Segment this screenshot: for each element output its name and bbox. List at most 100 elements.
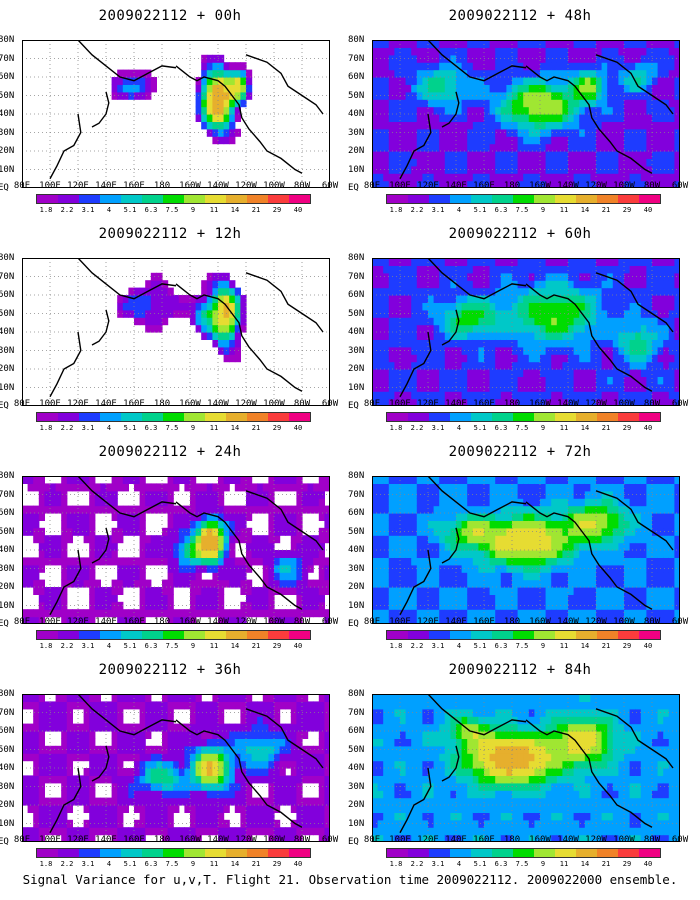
field-cell (590, 165, 597, 174)
field-cell (489, 121, 496, 130)
field-cell (318, 498, 325, 507)
field-cell (206, 520, 213, 529)
field-cell (428, 91, 435, 100)
colorbar-swatch (79, 195, 100, 203)
field-cell (184, 572, 191, 581)
lon-label: 140W (557, 399, 579, 409)
field-cell (38, 731, 45, 739)
field-cell (506, 136, 513, 145)
field-cell (212, 287, 219, 296)
field-cell (190, 579, 197, 588)
field-cell (545, 616, 552, 624)
colorbar-label: 29 (272, 642, 282, 650)
field-cell (612, 258, 619, 266)
field-cell (318, 535, 325, 544)
field-cell (400, 258, 407, 266)
field-cell (484, 376, 491, 385)
field-cell (66, 527, 73, 536)
field-cell (523, 398, 530, 406)
field-cell (433, 99, 440, 108)
field-cell (607, 173, 614, 182)
field-cell (579, 383, 586, 392)
field-cell (512, 513, 519, 521)
field-cell (257, 490, 264, 499)
field-cell (640, 550, 647, 558)
field-cell (428, 601, 435, 610)
field-cell (106, 490, 113, 499)
field-cell (545, 579, 552, 588)
field-cell (416, 114, 423, 122)
field-cell (173, 550, 180, 558)
field-cell (618, 542, 625, 551)
field-cell (433, 47, 440, 56)
field-cell (512, 376, 519, 385)
field-cell (652, 47, 659, 56)
field-cell (38, 797, 45, 806)
field-cell (551, 594, 558, 603)
field-cell (579, 369, 586, 377)
field-cell (433, 339, 440, 348)
field-cell (134, 317, 141, 326)
field-cell (83, 535, 90, 544)
field-cell (657, 136, 664, 145)
field-cell (422, 579, 429, 588)
field-cell (523, 513, 530, 521)
field-cell (461, 542, 468, 551)
field-cell (173, 564, 180, 573)
field-cell (484, 258, 491, 266)
field-cell (489, 520, 496, 529)
field-cell (674, 579, 680, 588)
lat-label: 20N (348, 146, 365, 156)
field-cell (512, 490, 519, 499)
field-cell (377, 339, 384, 348)
field-cell (416, 339, 423, 348)
field-cell (246, 69, 253, 78)
lon-label: 120W (585, 399, 607, 409)
field-cell (184, 513, 191, 521)
field-cell (50, 805, 57, 813)
field-cell (517, 295, 524, 303)
field-cell (534, 324, 541, 333)
field-cell (467, 151, 474, 159)
field-cell (590, 383, 597, 392)
field-cell (212, 54, 219, 63)
field-cell (234, 483, 241, 492)
field-cell (624, 346, 631, 355)
field-cell (372, 369, 379, 377)
field-cell (246, 513, 253, 521)
field-cell (100, 557, 107, 566)
field-cell (590, 69, 597, 78)
field-cell (229, 564, 236, 573)
field-cell (428, 77, 435, 85)
field-cell (388, 579, 395, 588)
field-cell (472, 498, 479, 507)
lat-label: 20N (0, 364, 15, 374)
field-cell (629, 143, 636, 152)
field-cell (433, 535, 440, 544)
colorbar-swatch (597, 631, 618, 639)
field-cell (584, 62, 591, 71)
field-cell (607, 369, 614, 377)
field-cell (444, 527, 451, 536)
field-cell (545, 280, 552, 289)
field-cell (450, 369, 457, 377)
field-cell (61, 797, 68, 806)
field-cell (117, 84, 124, 93)
field-cell (456, 398, 463, 406)
field-cell (313, 535, 320, 544)
field-cell (428, 376, 435, 385)
field-cell (229, 557, 236, 566)
field-cell (652, 361, 659, 370)
field-cell (467, 317, 474, 326)
field-cell (416, 383, 423, 392)
field-cell (22, 557, 29, 566)
field-cell (640, 151, 647, 159)
field-cell (117, 579, 124, 588)
field-cell (478, 47, 485, 56)
field-cell (55, 498, 62, 507)
coastline (399, 549, 432, 616)
lon-label: 100W (613, 181, 635, 191)
field-cell (607, 302, 614, 311)
field-cell (668, 339, 675, 348)
field-cell (495, 557, 502, 566)
